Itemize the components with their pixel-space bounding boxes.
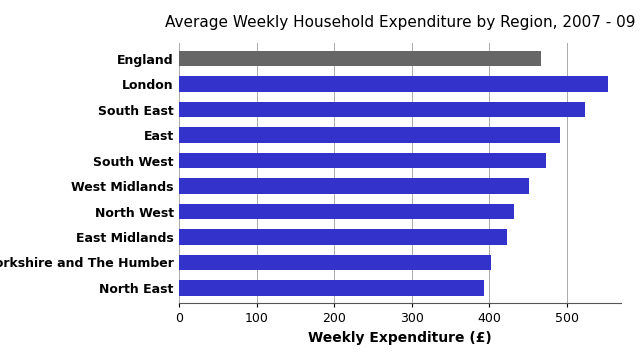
X-axis label: Weekly Expenditure (£): Weekly Expenditure (£): [308, 331, 492, 345]
Bar: [179, 229, 507, 245]
Bar: [179, 178, 529, 193]
Title: Average Weekly Household Expenditure by Region, 2007 - 09: Average Weekly Household Expenditure by …: [164, 15, 636, 30]
Bar: [179, 255, 492, 270]
Bar: [179, 127, 561, 143]
Bar: [179, 204, 514, 219]
Bar: [179, 280, 484, 296]
Bar: [179, 153, 547, 168]
Bar: [179, 102, 585, 117]
Bar: [179, 77, 609, 92]
Bar: [179, 51, 541, 66]
